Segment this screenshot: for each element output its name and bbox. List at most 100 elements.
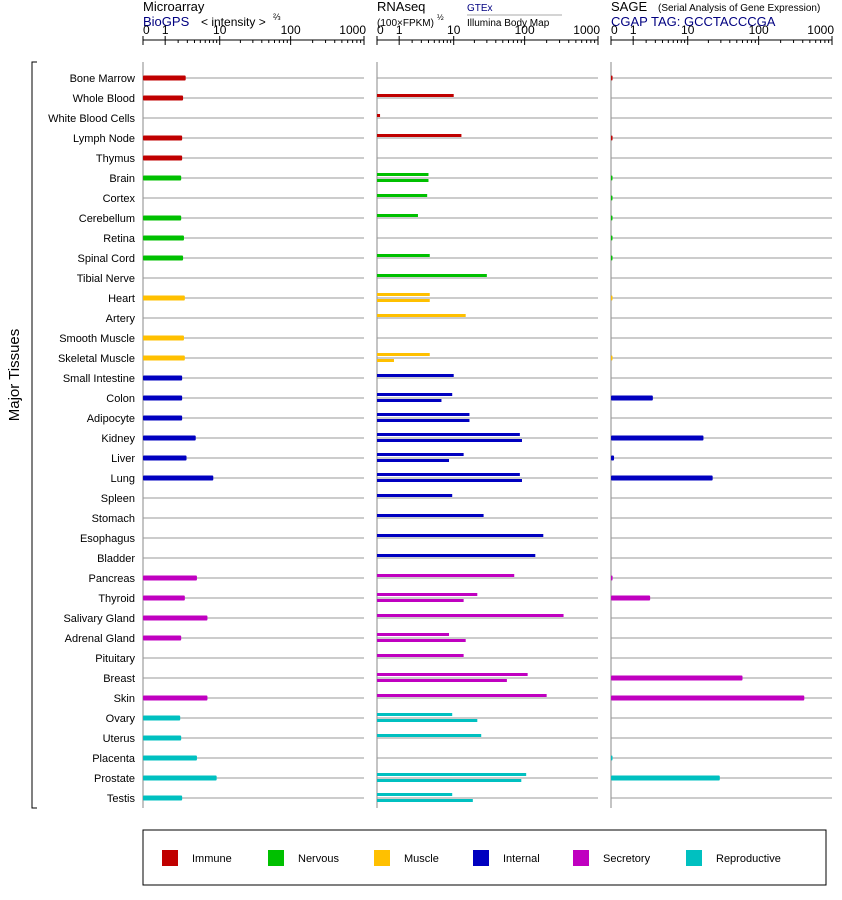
rnaseq-tick-label: 0 — [377, 23, 384, 37]
y-axis: Major Tissues — [6, 61, 37, 809]
rnaseq-bar — [377, 514, 484, 517]
microarray-bar — [143, 395, 183, 401]
sage-subtitle: (Serial Analysis of Gene Expression) — [658, 3, 820, 14]
microarray-bar — [143, 155, 183, 161]
sage-bar — [611, 675, 743, 681]
legend-swatch-muscle — [374, 850, 390, 866]
rnaseq-bar — [377, 179, 429, 182]
rnaseq-bar — [377, 593, 478, 596]
y-axis-label: Major Tissues — [6, 329, 23, 422]
tissue-label: Liver — [111, 453, 135, 465]
microarray-bar — [143, 755, 197, 761]
rnaseq-unit: (100×FPKM) — [377, 18, 434, 29]
tissue-label: Stomach — [92, 513, 135, 525]
y-axis-bracket — [31, 61, 37, 809]
rnaseq-bar — [377, 374, 454, 377]
sage-bar — [611, 215, 613, 221]
rnaseq-bar — [377, 534, 544, 537]
rnaseq-bar — [377, 459, 450, 462]
rnaseq-bar — [377, 734, 482, 737]
legend-label-reproductive: Reproductive — [716, 853, 781, 865]
rnaseq-bar — [377, 134, 462, 137]
tissue-label: Heart — [108, 293, 135, 305]
rnaseq-bar — [377, 599, 464, 602]
tissue-label: Prostate — [94, 773, 135, 785]
tissue-label: Pancreas — [89, 573, 136, 585]
sage-bar — [611, 755, 613, 761]
rnaseq-bar — [377, 554, 536, 557]
sage-bar — [611, 395, 653, 401]
microarray-bar — [143, 135, 183, 141]
sage-bar — [611, 575, 613, 581]
microarray-unit-power: ⅔ — [273, 12, 281, 22]
tissue-label: Thyroid — [98, 593, 135, 605]
rnaseq-bar — [377, 473, 520, 476]
rnaseq-bar — [377, 439, 522, 442]
rnaseq-bar — [377, 574, 515, 577]
microarray-bar — [143, 635, 182, 641]
microarray-unit: < intensity > — [201, 15, 266, 29]
sage-bar — [611, 135, 613, 141]
rnaseq-unit-power: ½ — [437, 13, 444, 22]
rnaseq-source: GTEx — [467, 3, 493, 14]
microarray-title: Microarray — [143, 0, 205, 14]
tissue-label: Whole Blood — [73, 93, 135, 105]
microarray-source: BioGPS — [143, 14, 190, 29]
rnaseq-bar — [377, 633, 450, 636]
legend: Immune Nervous Muscle Internal Secretory Repr… — [142, 829, 827, 886]
tissue-label: Breast — [103, 673, 135, 685]
rnaseq-bar — [377, 654, 464, 657]
rnaseq-bar — [377, 713, 453, 716]
tissue-label: Adrenal Gland — [65, 633, 135, 645]
microarray-tick-label: 1000 — [339, 23, 366, 37]
rnaseq-bar — [377, 614, 564, 617]
rnaseq-bar — [377, 413, 470, 416]
tissue-label: Small Intestine — [63, 373, 135, 385]
rnaseq-bar — [377, 314, 466, 317]
tissue-label: Testis — [107, 793, 136, 805]
sage-bar — [611, 295, 613, 301]
sage-bar — [611, 175, 613, 181]
microarray-bar — [143, 455, 187, 461]
rnaseq-bar — [377, 453, 464, 456]
sage-bar — [611, 75, 613, 81]
tissue-label: Salivary Gland — [63, 613, 135, 625]
rnaseq-bar — [377, 359, 394, 362]
sage-bar — [611, 455, 615, 461]
microarray-bar — [143, 615, 208, 621]
rnaseq-bar — [377, 773, 527, 776]
rnaseq-bar — [377, 94, 454, 97]
tissue-label: Kidney — [101, 433, 135, 445]
rnaseq-bar — [377, 214, 418, 217]
microarray-bar — [143, 75, 186, 81]
legend-label-nervous: Nervous — [298, 853, 339, 865]
microarray-bar — [143, 235, 184, 241]
sage-bar — [611, 595, 651, 601]
sage-bar — [611, 355, 613, 361]
tissue-label: White Blood Cells — [48, 113, 135, 125]
sage-tick-label: 10 — [681, 23, 695, 37]
tissue-label: Skeletal Muscle — [58, 353, 135, 365]
rnaseq-bar — [377, 793, 453, 796]
rnaseq-bar — [377, 679, 507, 682]
microarray-tick-label: 1 — [162, 23, 169, 37]
tissue-label: Artery — [106, 313, 136, 325]
tissue-label: Placenta — [92, 753, 136, 765]
legend-label-muscle: Muscle — [404, 853, 439, 865]
rnaseq-title: RNAseq — [377, 0, 425, 14]
tissue-label: Cerebellum — [79, 213, 135, 225]
rnaseq-bar — [377, 393, 453, 396]
rnaseq-bar — [377, 799, 473, 802]
rnaseq-bar — [377, 299, 430, 302]
legend-swatch-nervous — [268, 850, 284, 866]
microarray-bar — [143, 175, 182, 181]
rnaseq-subsource: Illumina Body Map — [467, 18, 550, 29]
microarray-bar — [143, 415, 183, 421]
rnaseq-bar — [377, 254, 430, 257]
microarray-tick-label: 100 — [281, 23, 301, 37]
tissue-label: Colon — [106, 393, 135, 405]
tissue-label: Tibial Nerve — [77, 273, 135, 285]
microarray-bar — [143, 795, 183, 801]
microarray-bar — [143, 735, 182, 741]
